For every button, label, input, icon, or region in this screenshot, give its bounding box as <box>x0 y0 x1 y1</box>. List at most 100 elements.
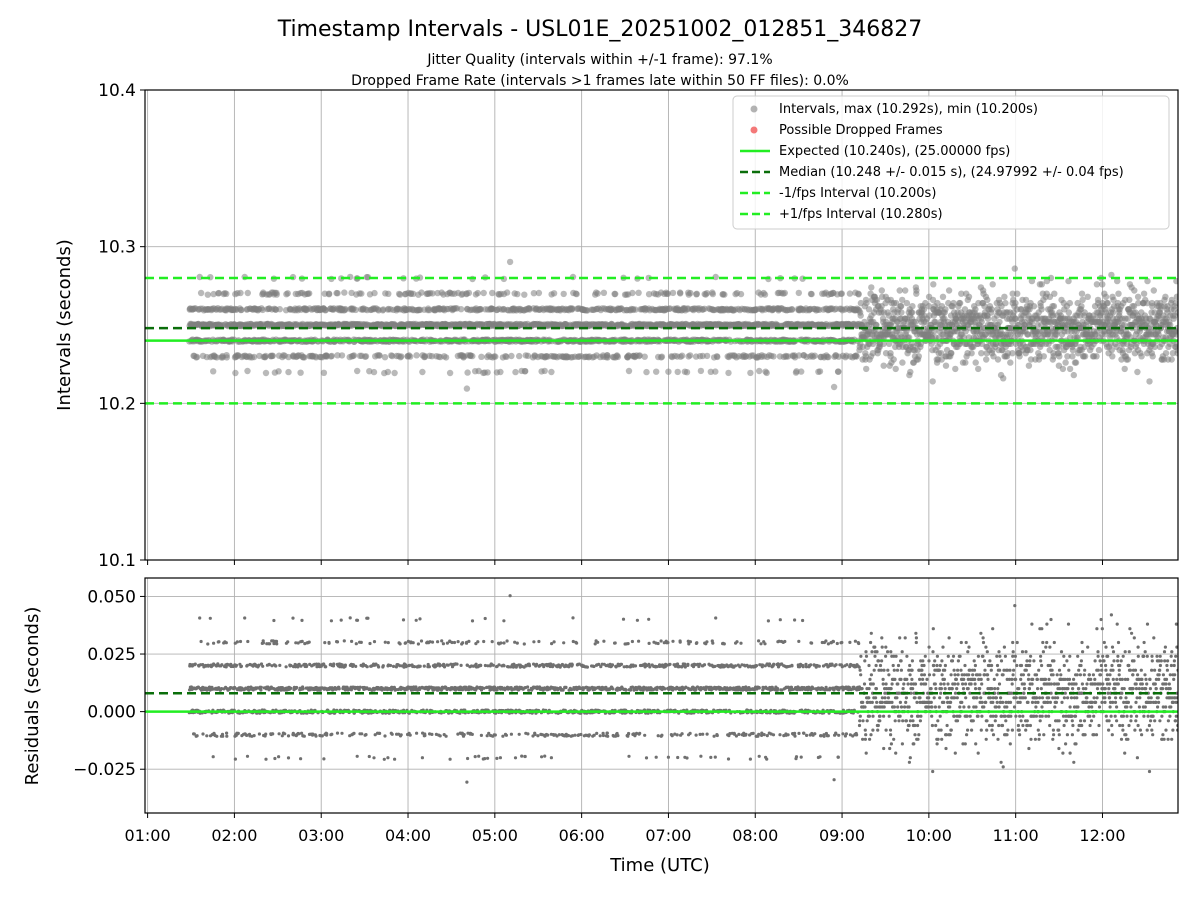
interval-point <box>808 290 815 298</box>
interval-point <box>838 290 845 297</box>
interval-point <box>913 287 920 294</box>
residual-point <box>386 756 390 760</box>
interval-point <box>457 306 465 313</box>
residual-point <box>211 755 215 759</box>
residual-point <box>239 664 243 668</box>
interval-point <box>1155 331 1162 338</box>
residual-point <box>411 641 415 645</box>
residual-point <box>225 734 229 738</box>
residual-point <box>390 732 394 736</box>
interval-point <box>707 368 714 375</box>
interval-point <box>320 369 328 376</box>
interval-point <box>658 353 666 360</box>
interval-point <box>384 368 392 376</box>
interval-point <box>643 368 650 376</box>
interval-point <box>342 305 349 313</box>
interval-point <box>1065 309 1073 316</box>
interval-point <box>890 356 897 363</box>
interval-point <box>1021 321 1028 329</box>
residual-point <box>292 733 296 737</box>
residual-point <box>305 664 309 668</box>
interval-point <box>677 290 684 297</box>
residual-point <box>296 641 300 645</box>
interval-point <box>464 369 471 376</box>
interval-point <box>1151 343 1158 351</box>
interval-point <box>413 352 420 359</box>
interval-point <box>965 293 973 300</box>
interval-point <box>478 353 485 360</box>
interval-point <box>669 289 677 297</box>
residual-point <box>259 688 263 692</box>
residual-point <box>268 642 272 646</box>
residual-point <box>314 734 318 738</box>
interval-point <box>1066 365 1074 373</box>
interval-point <box>516 352 523 360</box>
interval-point <box>1149 353 1156 360</box>
interval-point <box>1174 346 1178 354</box>
intervals-reference-lines <box>145 276 1178 405</box>
residual-point <box>280 734 284 738</box>
interval-point <box>1168 356 1175 363</box>
interval-point <box>238 306 245 313</box>
interval-point <box>237 289 244 297</box>
interval-point <box>1162 293 1169 300</box>
residual-point <box>325 732 329 736</box>
residual-point <box>257 663 261 667</box>
interval-point <box>1149 303 1156 310</box>
interval-point <box>1134 368 1141 376</box>
interval-point <box>712 368 719 375</box>
interval-point <box>1051 290 1058 297</box>
interval-point <box>1102 293 1110 300</box>
intervals-panel: 10.110.210.310.4 Intervals (seconds) Int… <box>54 81 1179 571</box>
residual-point <box>286 734 291 738</box>
interval-point <box>1011 265 1018 272</box>
interval-point <box>1069 353 1076 360</box>
residual-point <box>294 641 298 645</box>
interval-point <box>855 291 862 298</box>
residual-point <box>235 640 239 644</box>
interval-point <box>1174 324 1178 332</box>
interval-point <box>899 296 906 304</box>
interval-point <box>635 289 642 296</box>
interval-point <box>285 368 292 376</box>
residual-point <box>323 641 327 645</box>
residual-point <box>224 665 228 669</box>
residual-point <box>259 685 263 689</box>
interval-point <box>250 353 258 361</box>
residual-point <box>408 663 412 668</box>
interval-point <box>284 290 291 297</box>
interval-point <box>1072 359 1080 366</box>
residuals-panel: 01:00 02:00 03:00 04:00 05:00 06:00 07:00 08:00… <box>22 577 1179 876</box>
residual-point <box>275 642 279 646</box>
interval-point <box>358 290 365 297</box>
interval-point <box>465 289 473 297</box>
interval-point <box>1138 353 1145 360</box>
interval-point <box>508 352 515 360</box>
interval-point <box>990 353 997 360</box>
interval-point <box>370 368 378 376</box>
residual-point <box>247 688 251 692</box>
residual-point <box>212 641 216 645</box>
residual-point <box>257 732 261 736</box>
residual-point <box>206 642 210 646</box>
intervals-ytick-label: 10.2 <box>98 394 136 414</box>
interval-point <box>391 369 398 377</box>
interval-point <box>857 312 864 319</box>
interval-point <box>956 299 964 307</box>
residual-point <box>302 734 306 738</box>
interval-point <box>1014 290 1021 297</box>
interval-point <box>614 353 622 361</box>
interval-point <box>1064 353 1071 360</box>
legend-box <box>732 95 1170 230</box>
legend-label-expected: Expected (10.240s), (25.00000 fps) <box>779 144 1010 159</box>
interval-point <box>497 368 504 376</box>
interval-point <box>863 299 870 307</box>
residual-point <box>348 616 352 620</box>
interval-point <box>983 356 990 363</box>
residual-point <box>330 732 334 736</box>
interval-point <box>975 365 982 373</box>
residual-point <box>274 639 279 644</box>
residual-point <box>267 662 271 667</box>
interval-point <box>920 306 928 313</box>
interval-point <box>477 306 484 313</box>
